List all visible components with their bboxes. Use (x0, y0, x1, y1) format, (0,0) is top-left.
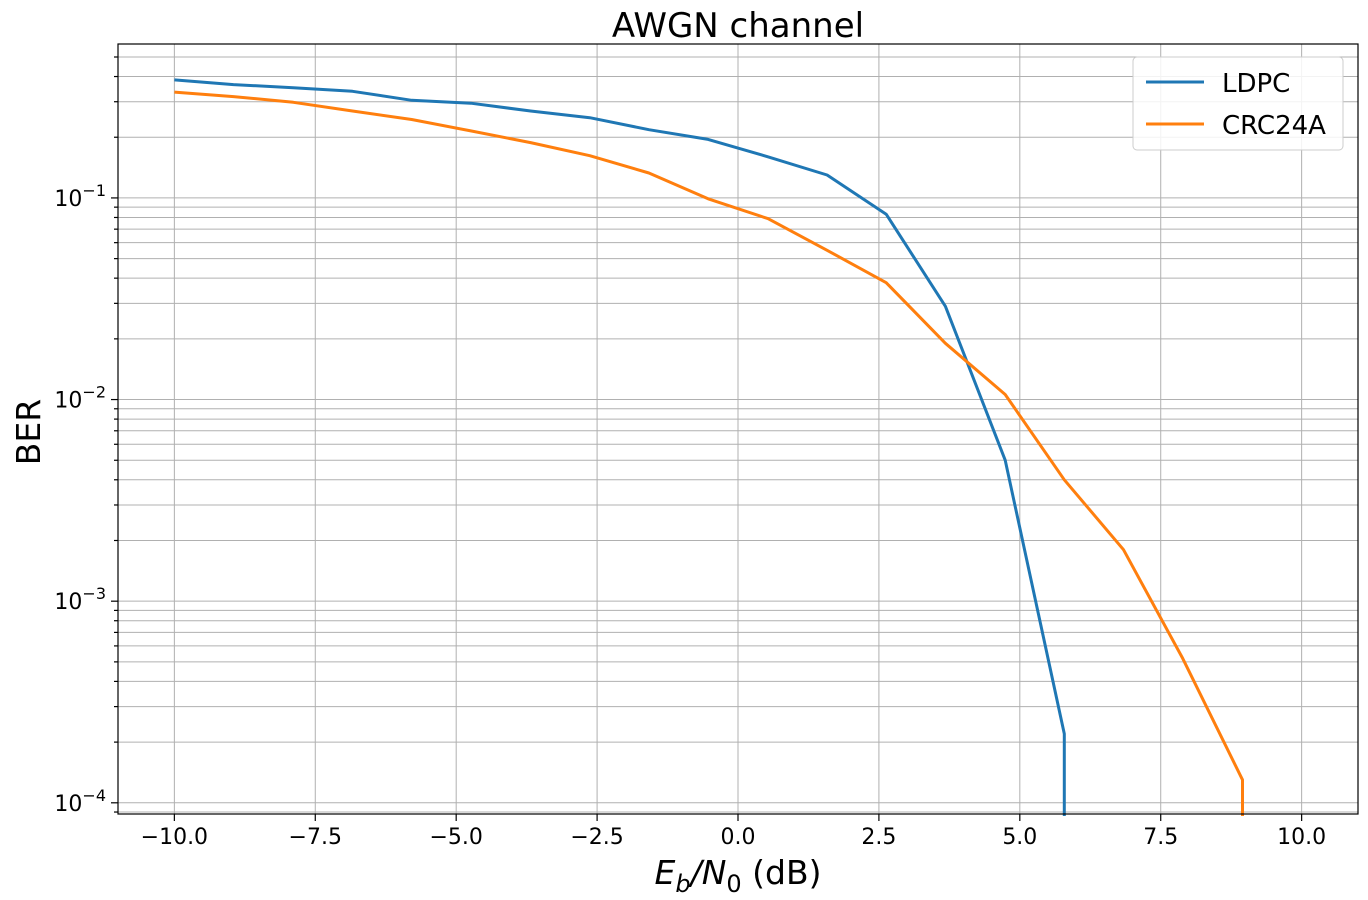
legend: LDPC CRC24A (1132, 56, 1344, 151)
legend-label-crc24a: CRC24A (1222, 111, 1326, 141)
y-tick-label: 10−4 (54, 786, 106, 817)
x-tick-label: −2.5 (570, 825, 623, 850)
x-tick-label: 7.5 (1143, 825, 1178, 850)
y-axis-label: BER (9, 399, 48, 465)
series-lines (174, 78, 1244, 816)
x-tick-label: −7.5 (289, 825, 342, 850)
grid (118, 44, 1358, 814)
x-tick-label: −10.0 (141, 825, 208, 850)
y-tick-label: 10−2 (54, 383, 106, 414)
x-tick-label: −5.0 (429, 825, 482, 850)
x-tick-label: 0.0 (721, 825, 756, 850)
legend-box (1132, 56, 1344, 151)
y-tick-label: 10−3 (54, 584, 106, 615)
x-axis-label: Eb/N0 (dB) (654, 853, 821, 898)
x-tick-label: 10.0 (1277, 825, 1326, 850)
chart-title: AWGN channel (612, 6, 864, 46)
series-line-crc24a (174, 90, 1244, 816)
axis-ticks: −10.0 −7.5 −5.0 −2.5 0.0 2.5 5.0 7.5 10.0 10−1 10−… (54, 56, 1326, 850)
series-line-ldpc (174, 78, 1066, 816)
legend-label-ldpc: LDPC (1222, 69, 1290, 99)
x-tick-label: 2.5 (861, 825, 896, 850)
y-tick-label: 10−1 (54, 181, 106, 212)
x-tick-label: 5.0 (1002, 825, 1037, 850)
